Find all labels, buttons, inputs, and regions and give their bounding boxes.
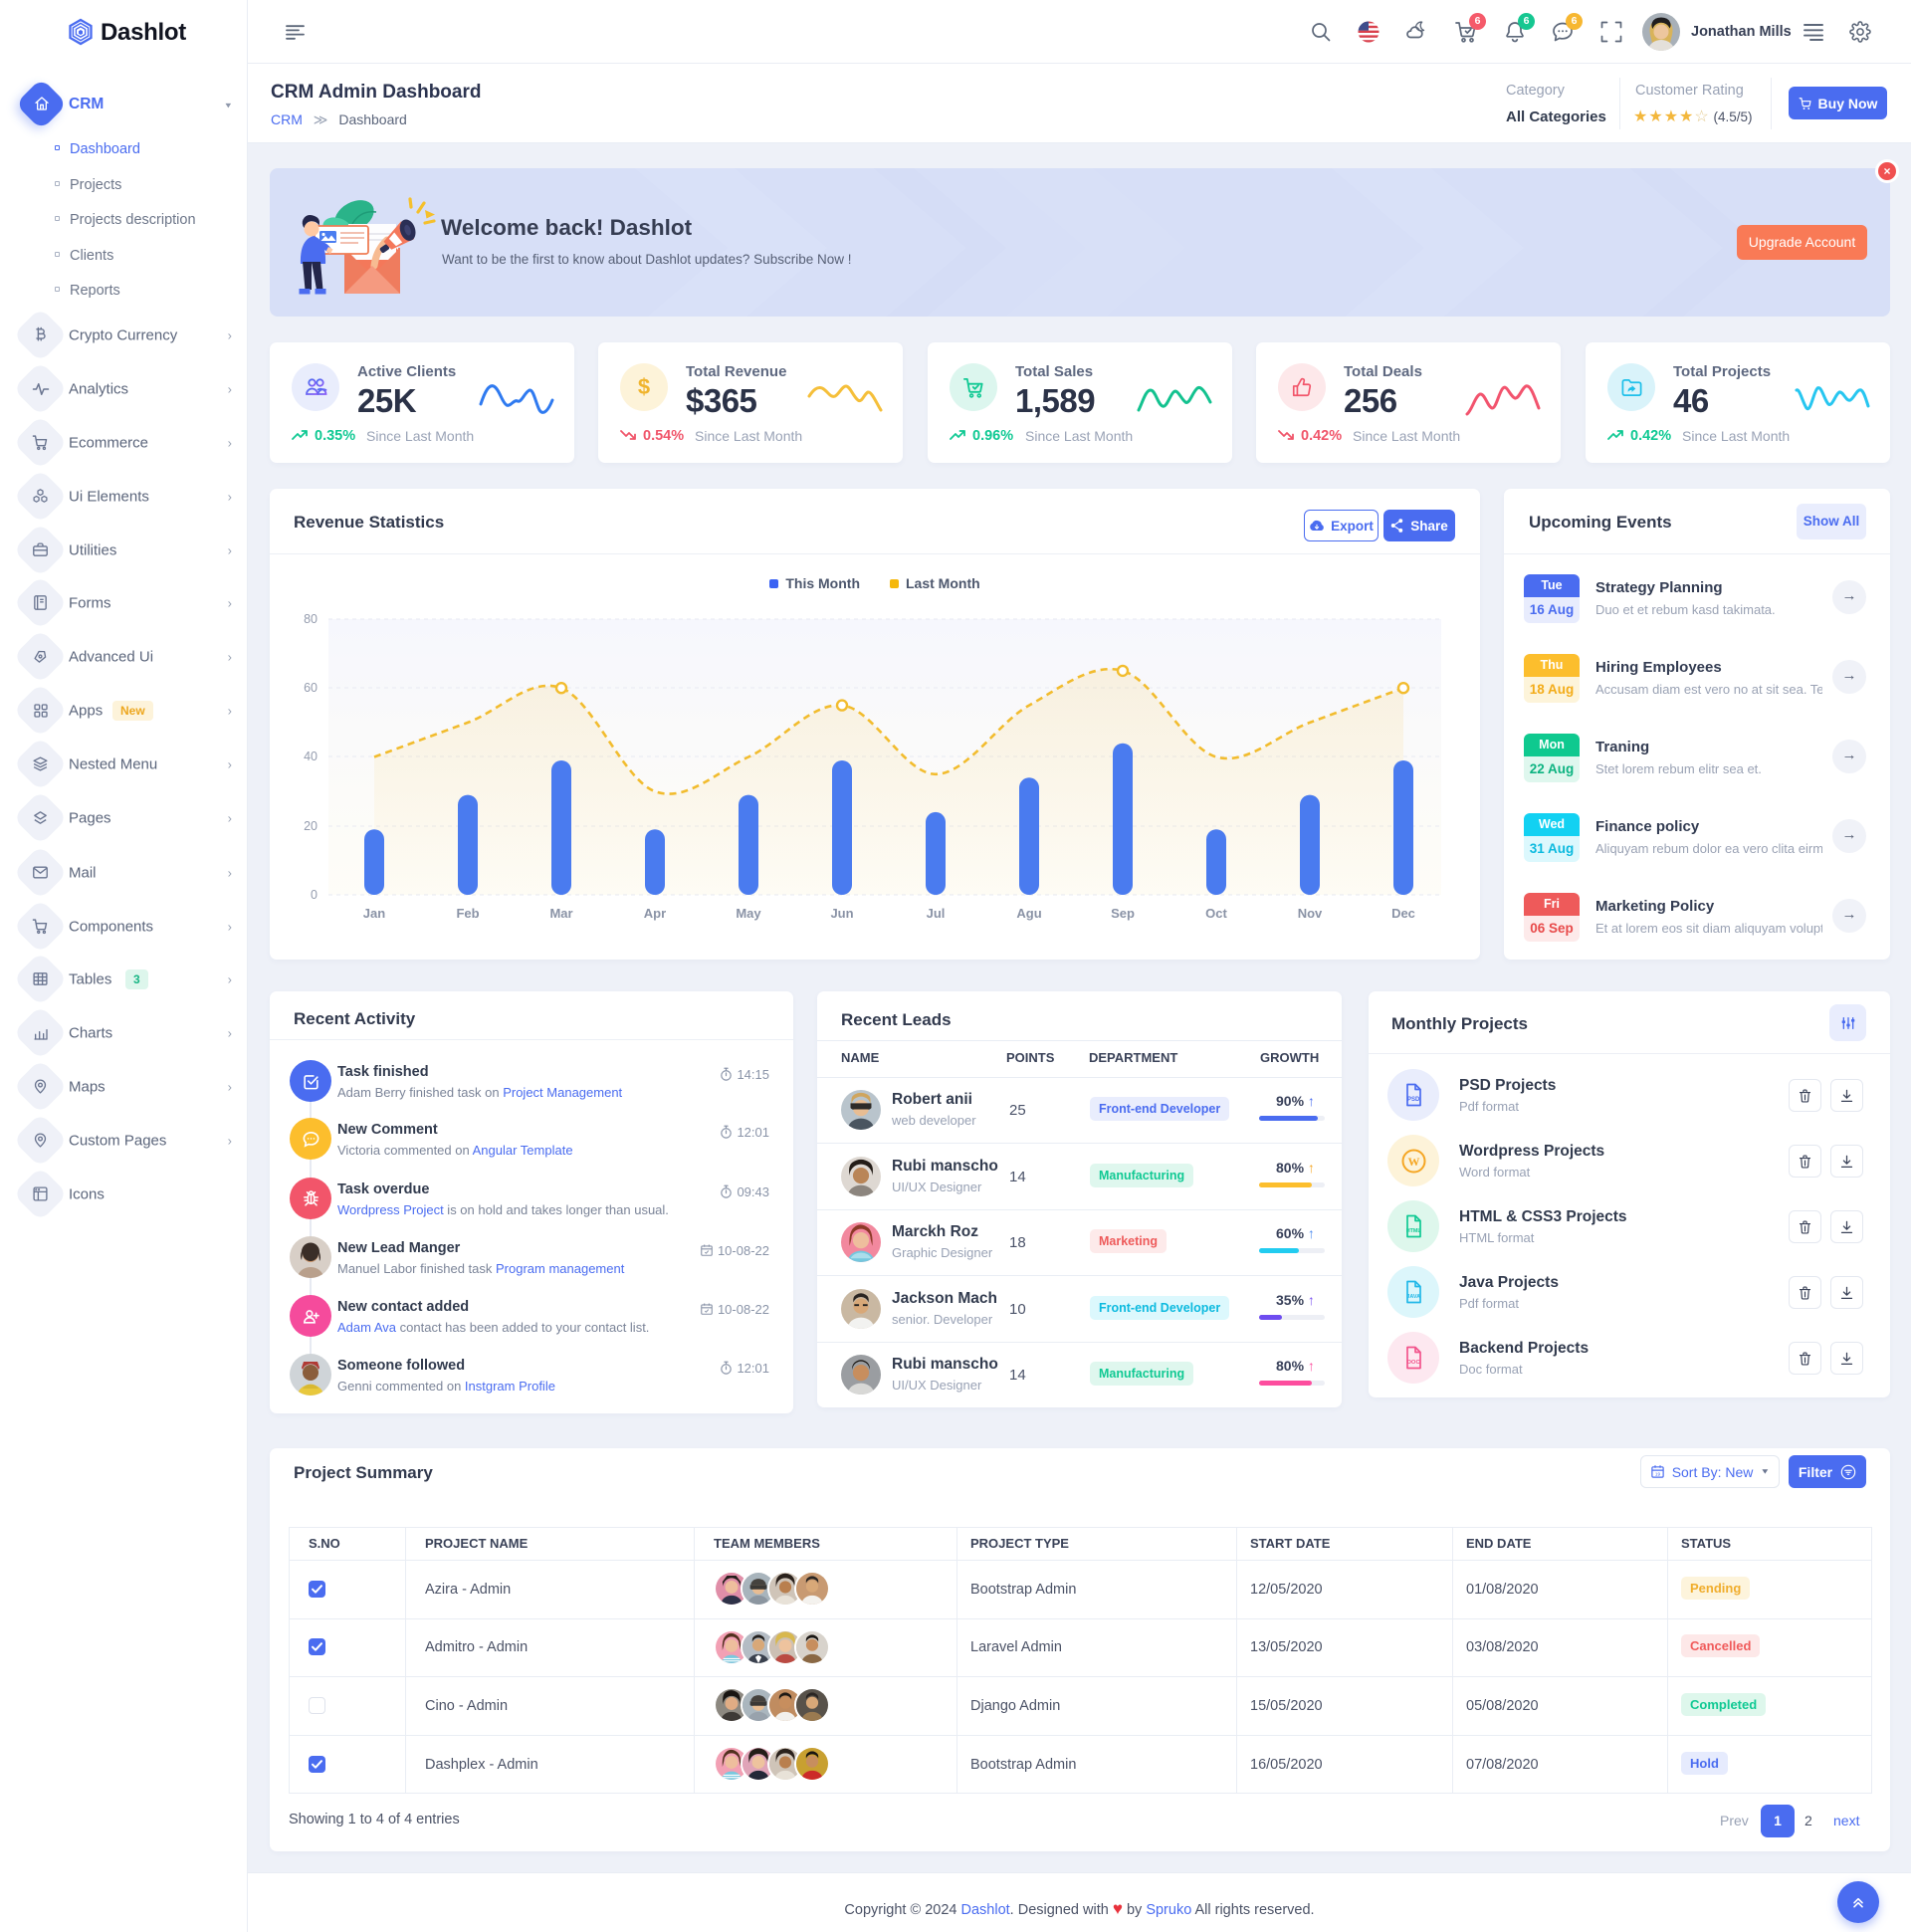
svg-text:80: 80: [304, 612, 318, 626]
svg-text:Mar: Mar: [549, 906, 572, 921]
svg-text:DOC: DOC: [1407, 1360, 1421, 1366]
svg-text:HTML: HTML: [1406, 1228, 1422, 1234]
svg-text:Dec: Dec: [1391, 906, 1415, 921]
svg-text:40: 40: [304, 750, 318, 763]
svg-text:Apr: Apr: [644, 906, 666, 921]
svg-text:Oct: Oct: [1205, 906, 1227, 921]
svg-text:19: 19: [1655, 1472, 1661, 1477]
svg-text:PSD: PSD: [1407, 1097, 1420, 1103]
svg-text:20: 20: [304, 819, 318, 833]
svg-text:Nov: Nov: [1298, 906, 1323, 921]
svg-text:W: W: [1407, 1154, 1419, 1168]
svg-text:Sep: Sep: [1111, 906, 1135, 921]
svg-text:Agu: Agu: [1016, 906, 1041, 921]
svg-text:Jul: Jul: [927, 906, 946, 921]
svg-text:Jun: Jun: [830, 906, 853, 921]
svg-text:60: 60: [304, 681, 318, 695]
svg-text:Jan: Jan: [363, 906, 385, 921]
svg-text:May: May: [736, 906, 761, 921]
svg-text:JAVA: JAVA: [1406, 1294, 1420, 1300]
svg-text:Feb: Feb: [456, 906, 479, 921]
svg-text:0: 0: [311, 888, 318, 902]
